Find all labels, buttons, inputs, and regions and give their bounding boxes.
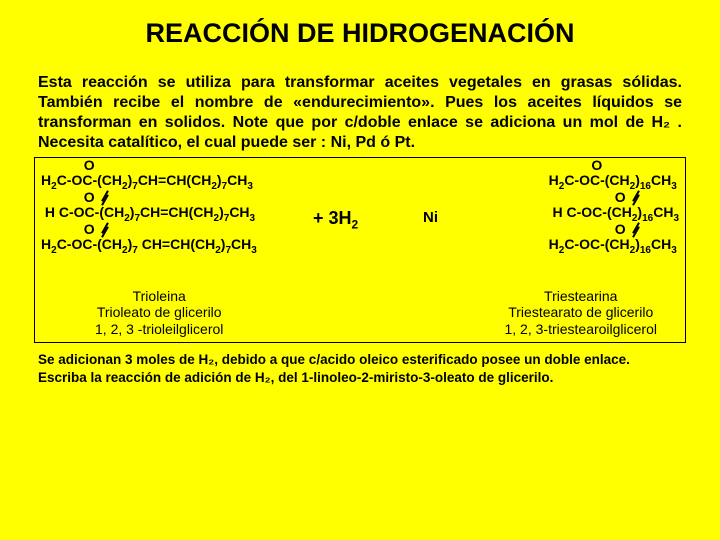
catalyst-label: Ni [423, 209, 438, 226]
reactant-name-2: Trioleato de glicerilo [95, 304, 223, 321]
reaction-diagram: O H2C-OC-(CH2)7CH=CH(CH2)7CH3 O H C-OC-(… [34, 157, 686, 343]
page-title: REACCIÓN DE HIDROGENACIÓN [70, 18, 650, 49]
footer-line-1: Se adicionan 3 moles de H₂, debido a que… [38, 351, 682, 369]
product-name-1: Triestearina [504, 288, 657, 305]
reactant-caption: Trioleina Trioleato de glicerilo 1, 2, 3… [95, 288, 223, 338]
product-name-3: 1, 2, 3-triestearoilglicerol [504, 321, 657, 338]
product-name-2: Triestearato de glicerilo [504, 304, 657, 321]
reactant-molecule: O H2C-OC-(CH2)7CH=CH(CH2)7CH3 O H C-OC-(… [41, 158, 257, 254]
reactant-name-3: 1, 2, 3 -trioleilglicerol [95, 321, 223, 338]
reagent-label: + 3H2 [313, 208, 358, 232]
product-molecule: O H2C-OC-(CH2)16CH3 O H C-OC-(CH2)16CH3 … [549, 158, 679, 254]
reactant-name-1: Trioleina [95, 288, 223, 305]
product-caption: Triestearina Triestearato de glicerilo 1… [504, 288, 657, 338]
footer-line-2: Escriba la reacción de adición de H₂, de… [38, 369, 682, 387]
intro-paragraph: Esta reacción se utiliza para transforma… [30, 73, 690, 153]
footer-note: Se adicionan 3 moles de H₂, debido a que… [30, 351, 690, 386]
